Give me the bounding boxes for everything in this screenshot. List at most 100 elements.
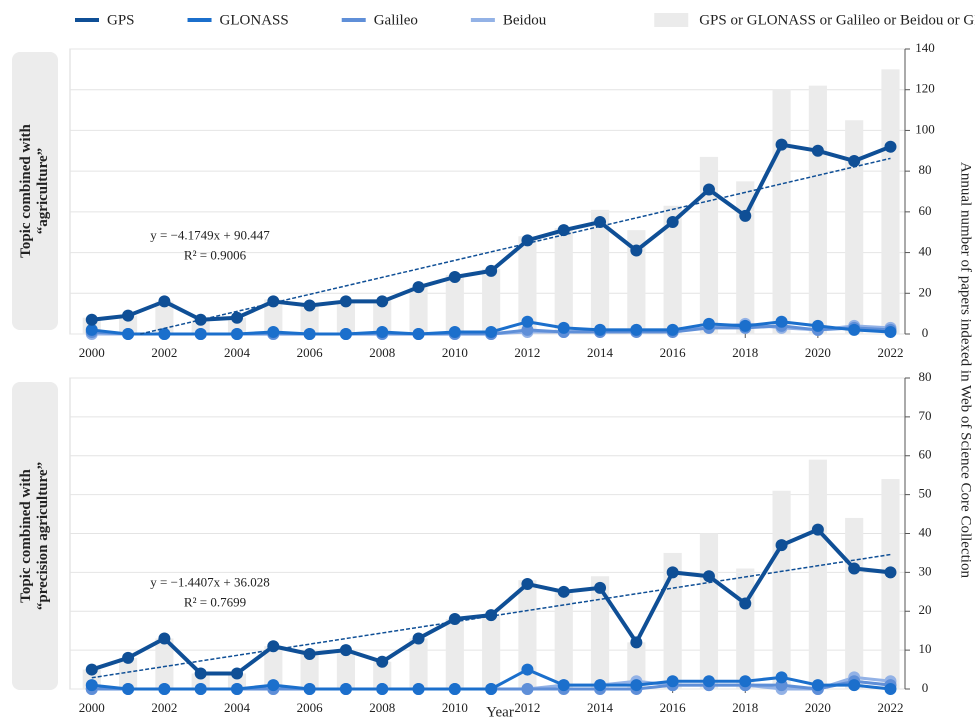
y-tick-label: 140 [915,40,935,55]
trend-r2: R² = 0.7699 [184,595,246,610]
marker [448,325,461,338]
marker [666,675,679,688]
bar [445,619,464,689]
marker [702,675,715,688]
bar [155,301,174,334]
marker [666,566,679,579]
bar [119,657,138,689]
y-tick-label: 60 [919,203,932,218]
panel-label: “precision agriculture” [35,462,51,610]
trend-equation: y = −4.1749x + 90.447 [150,227,270,242]
marker [122,683,135,695]
bar [373,299,392,334]
marker [85,323,98,336]
x-tick-label: 2012 [514,700,540,715]
marker [376,683,389,695]
panel-label-box [12,52,58,330]
marker [557,679,570,692]
marker [158,328,171,340]
marker [630,323,643,336]
marker [412,683,425,695]
marker [194,328,207,340]
x-tick-label: 2018 [732,700,758,715]
bar [300,654,319,689]
panel-label: Topic combined with [18,124,34,258]
marker [231,328,243,340]
marker [231,683,243,695]
marker [231,667,243,680]
y-tick-label: 80 [919,162,932,177]
x-tick-label: 2000 [79,345,105,360]
bar [445,274,464,334]
bar [373,661,392,689]
marker [594,581,607,594]
y-tick-label: 30 [919,563,932,578]
marker [739,209,752,222]
x-tick-label: 2006 [297,345,324,360]
marker [557,585,570,598]
bar [699,156,719,334]
marker [594,679,607,692]
marker [231,311,243,324]
y-tick-label: 70 [919,408,932,423]
marker [775,671,788,684]
marker [376,325,389,338]
marker [666,216,679,229]
marker [303,299,316,312]
y-tick-label: 120 [915,81,935,96]
marker [521,234,534,247]
marker [521,663,534,676]
trend-equation: y = −1.4407x + 36.028 [150,575,270,590]
x-tick-label: 2002 [151,700,177,715]
marker [194,667,207,680]
bar [554,228,573,334]
x-tick-label: 2008 [369,345,395,360]
marker [811,679,824,692]
marker [848,154,861,167]
marker [448,271,461,283]
marker [485,264,498,277]
bar [336,650,355,689]
x-tick-label: 2022 [877,345,903,360]
trend-line [140,157,891,335]
marker [339,644,352,657]
marker [739,675,752,688]
x-tick-label: 2010 [442,345,468,360]
marker [303,683,316,695]
marker [339,683,352,695]
marker [594,216,607,229]
panel-label: “agriculture” [35,148,51,234]
y-tick-label: 100 [915,121,935,136]
y-tick-label: 60 [919,447,932,462]
marker [884,140,897,153]
bar [155,638,174,689]
x-tick-label: 2022 [877,700,903,715]
y-tick-label: 40 [919,244,932,259]
marker [376,655,389,668]
marker [267,295,280,308]
marker [594,323,607,336]
bar [663,552,682,689]
bar [336,301,355,334]
bar [808,459,827,689]
x-tick-label: 2018 [732,345,758,360]
bar [663,205,682,334]
bar [590,209,610,334]
x-tick-label: 2012 [514,345,540,360]
marker [158,683,171,695]
x-tick-label: 2016 [660,700,687,715]
marker [448,613,461,626]
marker [811,319,824,332]
marker [339,328,352,340]
marker [122,328,135,340]
trend-line [91,553,891,679]
marker [848,323,861,336]
marker [848,679,861,692]
marker [521,683,534,695]
x-tick-label: 2020 [805,700,831,715]
marker [884,683,897,695]
bar [881,479,900,689]
marker [485,609,498,622]
marker [85,663,98,676]
panel-label-box [12,382,58,690]
